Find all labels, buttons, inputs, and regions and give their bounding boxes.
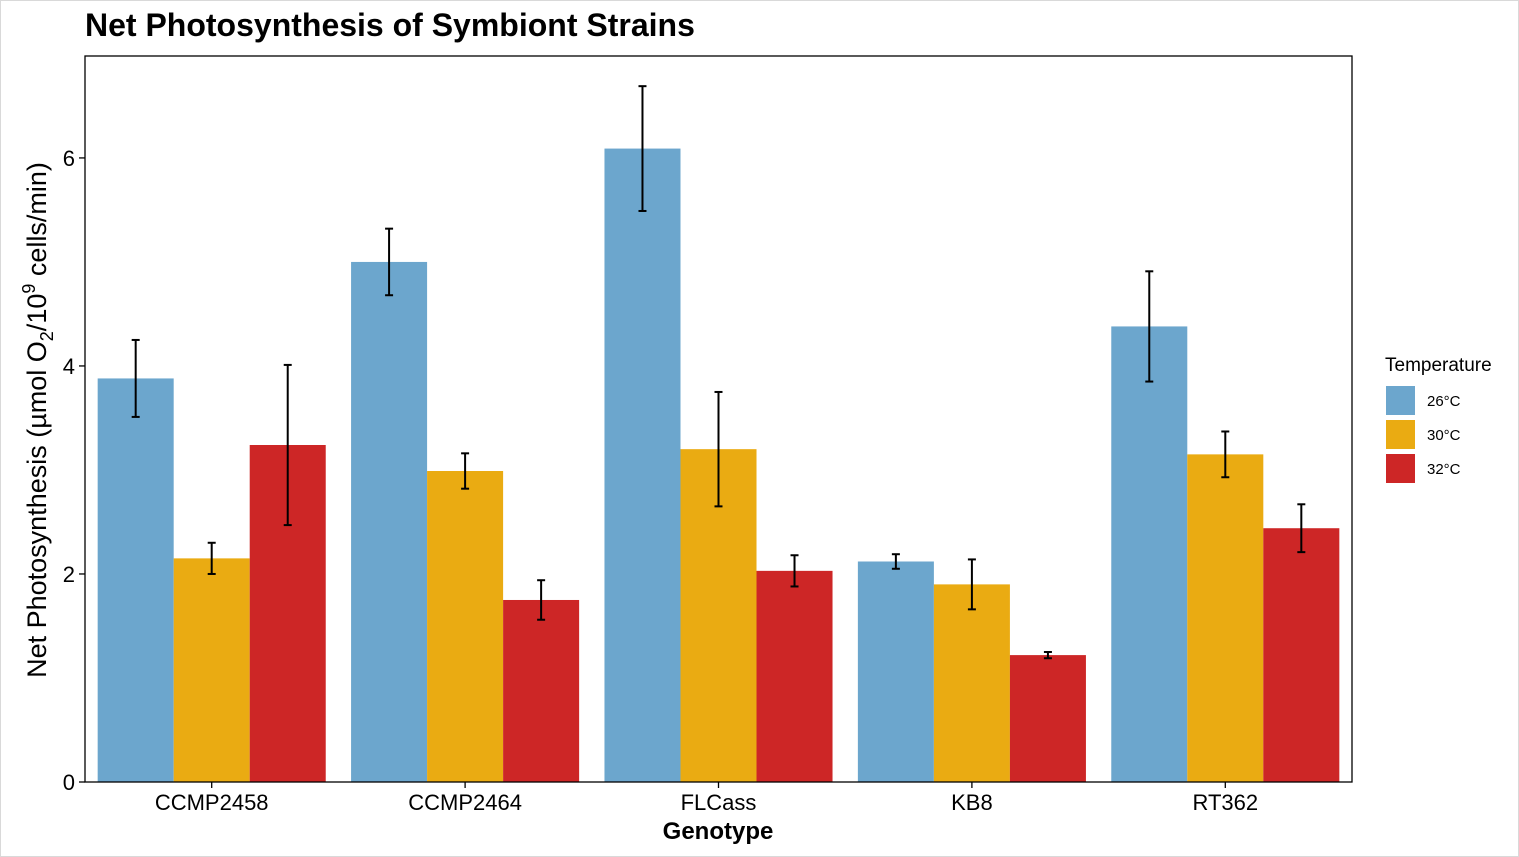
x-tick-label: KB8 bbox=[951, 790, 993, 815]
legend-label: 26°C bbox=[1427, 393, 1461, 410]
x-axis: CCMP2458 CCMP2464 FLCass KB8 RT362 bbox=[155, 782, 1258, 815]
legend-label: 30°C bbox=[1427, 427, 1461, 444]
legend-title: Temperature bbox=[1385, 355, 1492, 376]
legend-label: 32°C bbox=[1427, 461, 1461, 478]
error-bars-group bbox=[131, 85, 1306, 660]
y-axis-title-middle: /10 bbox=[22, 294, 52, 332]
legend-swatch bbox=[1386, 420, 1415, 449]
plot-panel-border bbox=[84, 55, 1353, 783]
y-tick-label: 4 bbox=[63, 354, 75, 379]
y-tick-label: 0 bbox=[63, 770, 75, 795]
x-axis-title: Genotype bbox=[663, 818, 774, 845]
bar-ccmp2464-0 bbox=[351, 261, 428, 782]
bar-ccmp2464-1 bbox=[427, 471, 504, 782]
x-tick-label: CCMP2464 bbox=[408, 790, 522, 815]
chart-title: Net Photosynthesis of Symbiont Strains bbox=[85, 7, 695, 43]
y-tick-label: 6 bbox=[63, 146, 75, 171]
y-axis-title-superscript: 9 bbox=[19, 284, 39, 294]
y-tick-label: 2 bbox=[63, 562, 75, 587]
bar-rt362-0 bbox=[1111, 326, 1188, 782]
bar-rt362-2 bbox=[1263, 528, 1340, 782]
legend-items: 26°C 30°C 32°C bbox=[1386, 386, 1461, 483]
bar-ccmp2464-2 bbox=[503, 599, 580, 782]
legend-swatch bbox=[1386, 454, 1415, 483]
y-axis-title-subscript: 2 bbox=[37, 331, 57, 341]
x-tick-label: CCMP2458 bbox=[155, 790, 269, 815]
bar-flcass-0 bbox=[604, 148, 681, 783]
x-tick-label: RT362 bbox=[1192, 790, 1258, 815]
bar-ccmp2458-1 bbox=[173, 558, 250, 782]
y-axis-title-suffix: cells/min) bbox=[22, 162, 52, 284]
bar-ccmp2458-0 bbox=[97, 378, 174, 782]
bar-rt362-1 bbox=[1187, 454, 1264, 782]
legend: Temperature 26°C 30°C 32°C bbox=[1385, 355, 1492, 483]
y-axis-title-prefix: Net Photosynthesis (µmol O bbox=[22, 341, 52, 678]
x-tick-label: FLCass bbox=[681, 790, 757, 815]
bar-kb8-0 bbox=[857, 561, 934, 782]
bar-kb8-1 bbox=[933, 584, 1010, 782]
y-axis-title: Net Photosynthesis (µmol O2/109 cells/mi… bbox=[19, 162, 57, 678]
bar-flcass-2 bbox=[756, 570, 833, 782]
bar-kb8-2 bbox=[1009, 655, 1086, 782]
legend-swatch bbox=[1386, 386, 1415, 415]
y-axis: 0 2 4 6 bbox=[63, 146, 85, 795]
